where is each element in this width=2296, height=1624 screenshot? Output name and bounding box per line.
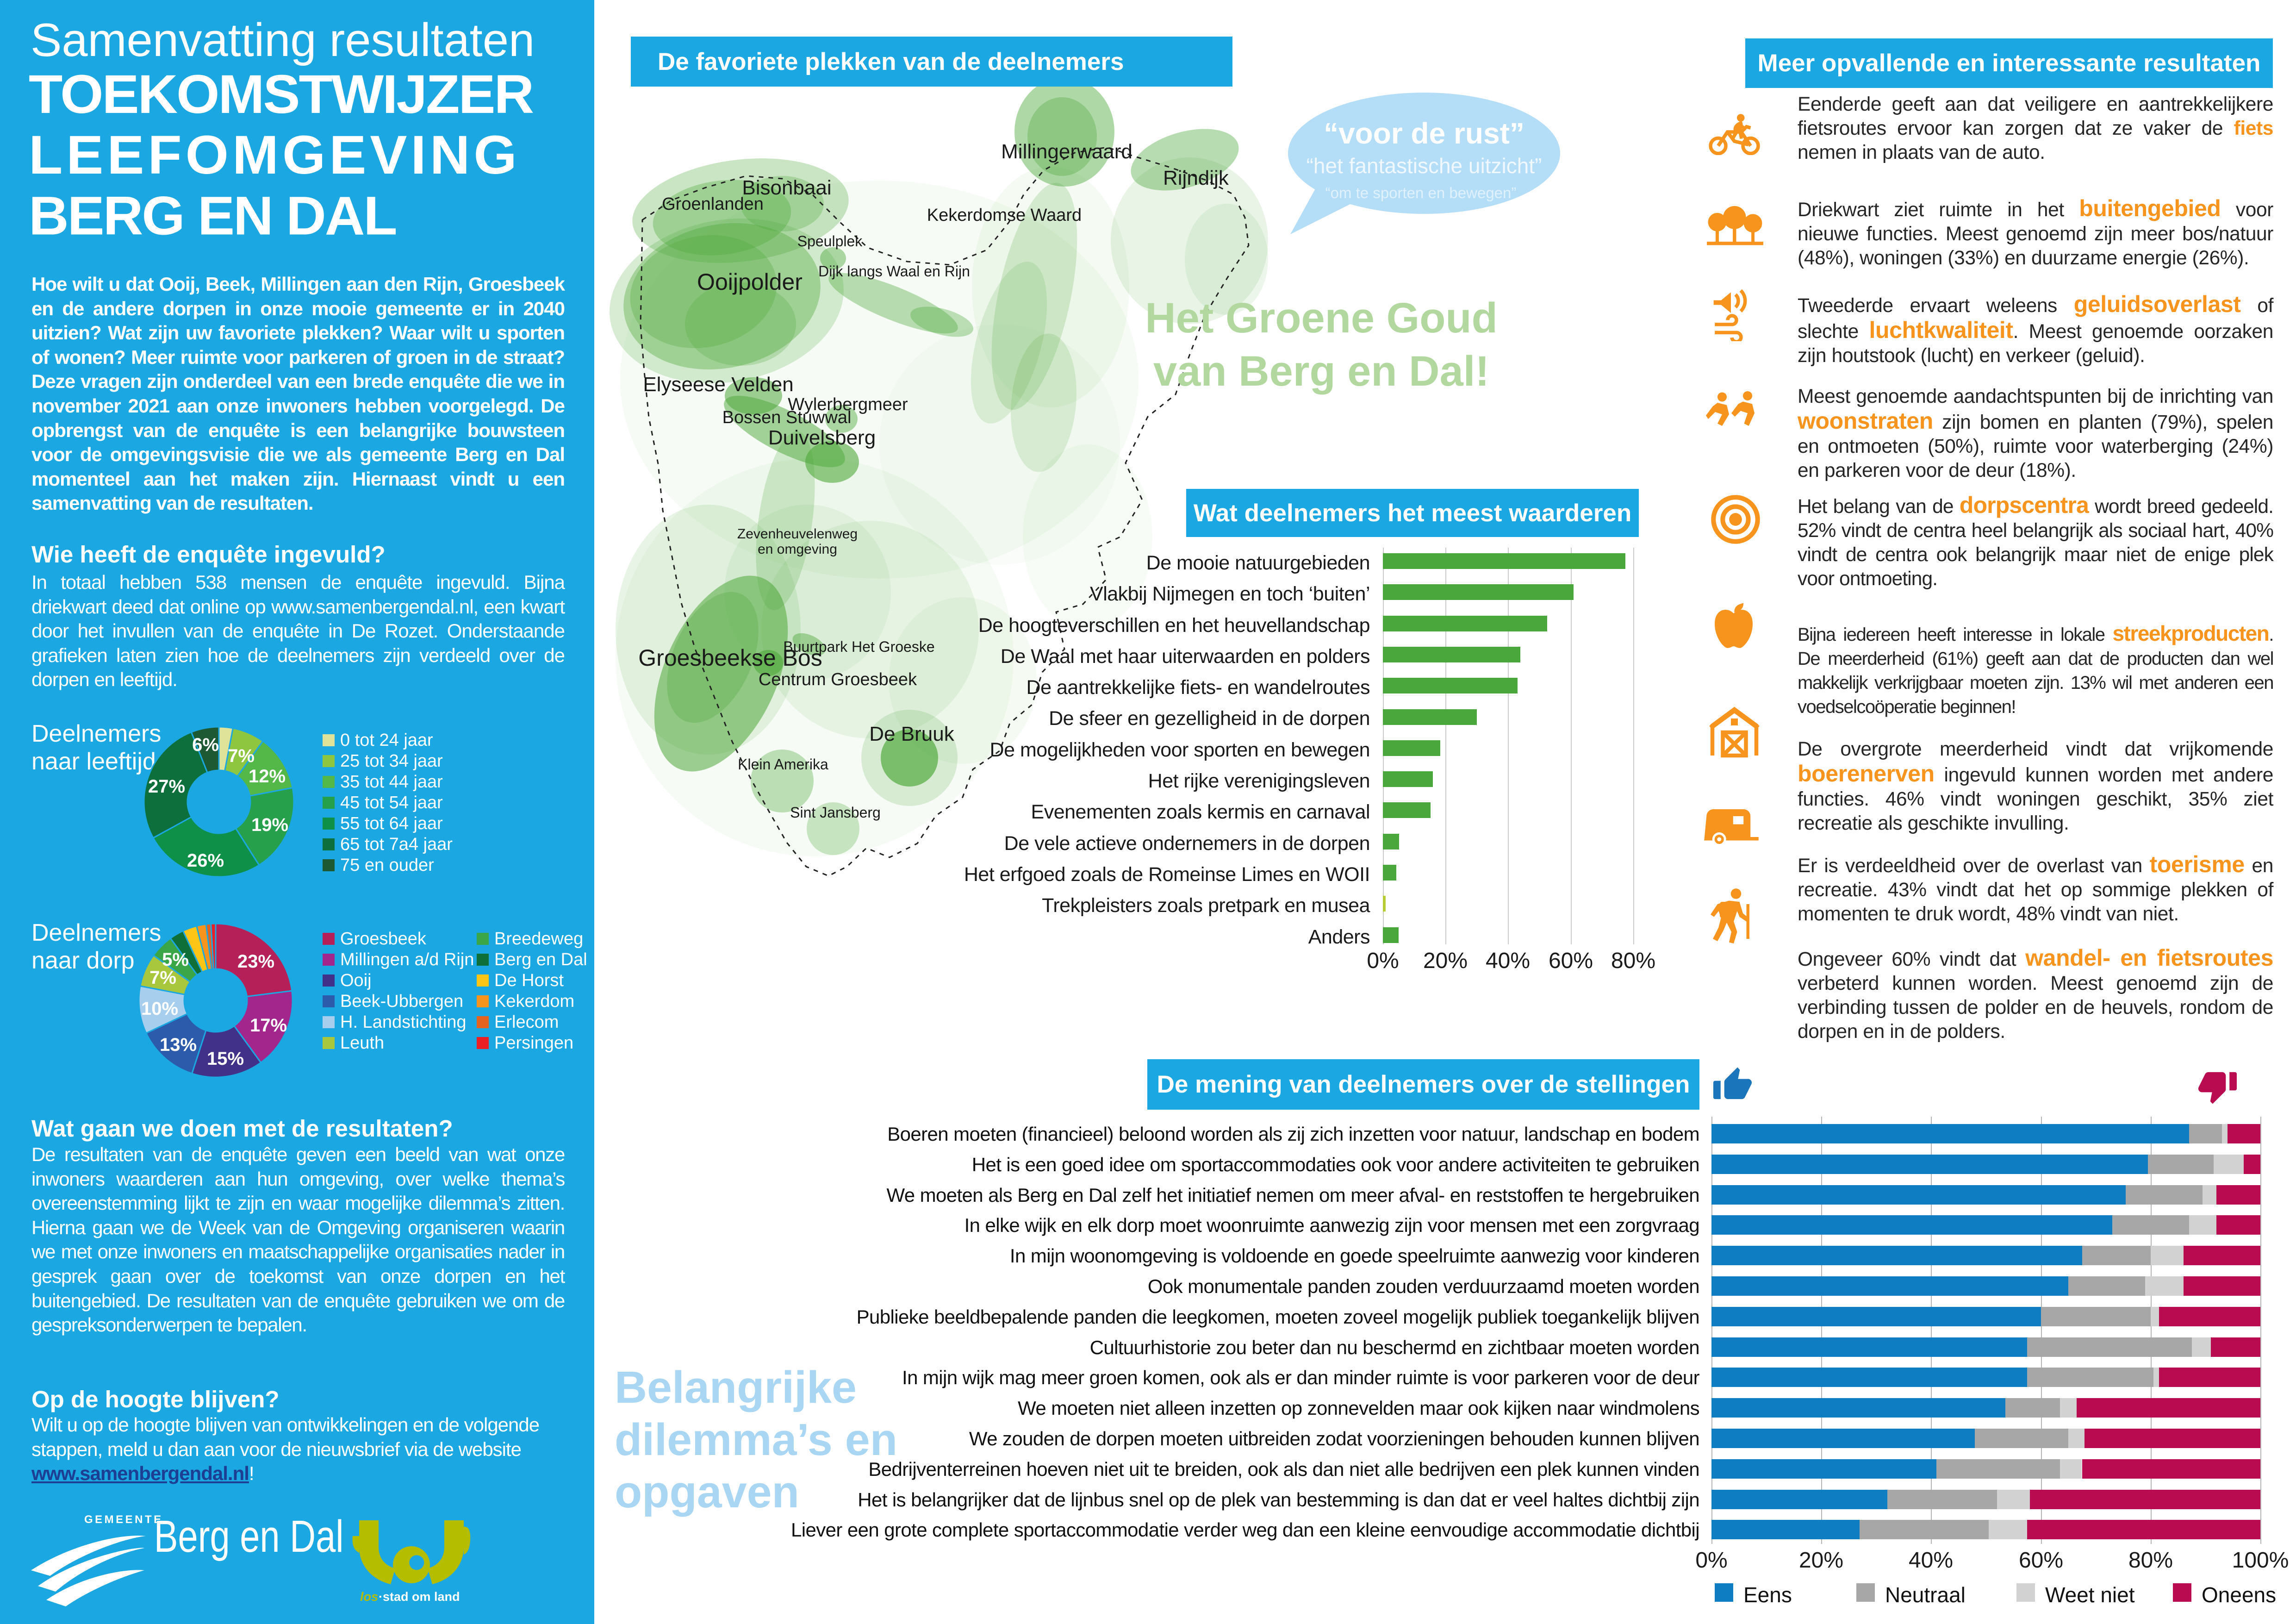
svg-text:Rijndijk: Rijndijk — [1163, 167, 1229, 189]
svg-text:“het fantastische uitzicht”: “het fantastische uitzicht” — [1307, 154, 1542, 178]
svg-text:Zevenheuvelenweg: Zevenheuvelenweg — [737, 526, 858, 542]
svg-text:en omgeving: en omgeving — [758, 542, 837, 557]
svg-text:GEMEENTE: GEMEENTE — [84, 1513, 163, 1526]
svg-text:Klein Amerika: Klein Amerika — [738, 756, 828, 773]
svg-text:10%: 10% — [141, 999, 178, 1019]
svg-text:Speulplek: Speulplek — [797, 233, 863, 250]
svg-text:27%: 27% — [148, 776, 185, 797]
svg-text:Bisonbaai: Bisonbaai — [742, 176, 831, 199]
svg-text:Duivelsberg: Duivelsberg — [768, 426, 876, 449]
svg-text:5%: 5% — [162, 949, 189, 970]
svg-text:“om te sporten en bewegen”: “om te sporten en bewegen” — [1325, 184, 1517, 201]
svg-text:15%: 15% — [207, 1049, 244, 1069]
svg-text:Bossen Stuwwal: Bossen Stuwwal — [722, 408, 852, 427]
svg-text:Sint Jansberg: Sint Jansberg — [790, 804, 881, 821]
svg-text:12%: 12% — [249, 766, 286, 787]
svg-text:Dijk langs Waal en Rijn: Dijk langs Waal en Rijn — [818, 263, 970, 280]
svg-text:Kekerdomse Waard: Kekerdomse Waard — [927, 206, 1082, 225]
svg-text:Elyseese Velden: Elyseese Velden — [643, 373, 793, 396]
svg-text:17%: 17% — [250, 1015, 287, 1036]
svg-text:Ooijpolder: Ooijpolder — [697, 269, 803, 295]
svg-text:Buurtpark Het Groeske: Buurtpark Het Groeske — [783, 638, 934, 655]
svg-text:7%: 7% — [149, 968, 176, 988]
svg-text:De Bruuk: De Bruuk — [869, 723, 954, 745]
svg-text:Berg en Dal: Berg en Dal — [154, 1511, 344, 1562]
svg-text:los: los — [360, 1590, 378, 1604]
svg-text:19%: 19% — [251, 815, 288, 835]
svg-text:23%: 23% — [237, 951, 274, 972]
svg-text:Groenlanden: Groenlanden — [662, 194, 764, 214]
svg-text:7%: 7% — [228, 746, 255, 766]
svg-text:·stad om land: ·stad om land — [379, 1590, 460, 1604]
svg-text:6%: 6% — [192, 735, 219, 755]
svg-text:Centrum Groesbeek: Centrum Groesbeek — [759, 670, 917, 689]
svg-text:Wylerbergmeer: Wylerbergmeer — [788, 395, 908, 414]
svg-text:Groesbeekse Bos: Groesbeekse Bos — [638, 645, 822, 671]
svg-text:“voor de rust”: “voor de rust” — [1324, 117, 1524, 150]
svg-text:13%: 13% — [160, 1035, 197, 1055]
svg-text:26%: 26% — [187, 850, 224, 871]
svg-text:Millingerwaard: Millingerwaard — [1001, 140, 1132, 163]
